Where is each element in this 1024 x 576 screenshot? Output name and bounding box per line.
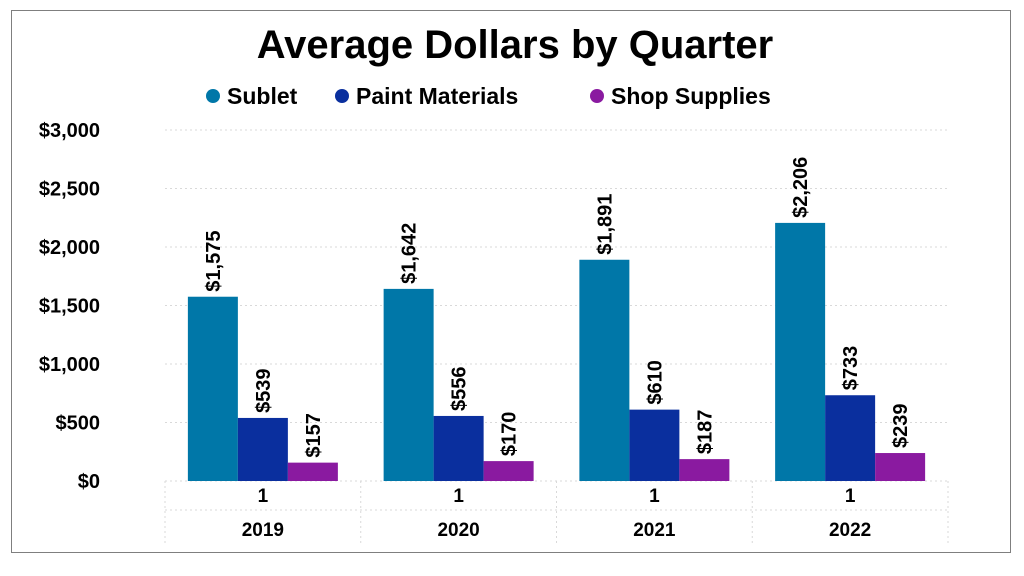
- bar-2022-2: [875, 453, 926, 481]
- x-subcategory-label-0: 1: [258, 486, 269, 507]
- bar-2022-1: [825, 395, 876, 481]
- legend: Sublet Paint Materials Shop Supplies: [206, 83, 771, 109]
- data-label-2021-2: $187: [694, 410, 716, 455]
- x-subcategory-label-3: 1: [845, 486, 856, 507]
- legend-marker-2: [590, 89, 604, 103]
- data-label-2019-1: $539: [253, 368, 275, 413]
- legend-label-0: Sublet: [227, 83, 298, 109]
- x-subcategory-label-1: 1: [453, 486, 464, 507]
- data-label-2019-0: $1,575: [203, 231, 225, 292]
- bar-2020-0: [383, 288, 434, 481]
- y-tick-label-1: $500: [56, 413, 101, 435]
- legend-label-2: Shop Supplies: [611, 83, 771, 109]
- x-category-label-1: 2020: [437, 520, 479, 541]
- legend-label-1: Paint Materials: [356, 83, 518, 109]
- data-label-2021-1: $610: [644, 360, 666, 405]
- bar-2022-0: [775, 222, 826, 481]
- y-axis: $0 $500 $1,000 $1,500 $2,000 $2,500 $3,000: [39, 120, 100, 493]
- bar-2020-2: [483, 461, 534, 481]
- bar-2021-1: [629, 409, 680, 481]
- x-category-label-0: 2019: [242, 520, 284, 541]
- data-label-2022-1: $733: [840, 346, 862, 391]
- x-category-label-2: 2021: [633, 520, 676, 541]
- y-tick-label-3: $1,500: [39, 296, 100, 318]
- data-label-2022-2: $239: [890, 404, 912, 449]
- bar-2021-2: [679, 459, 730, 481]
- y-tick-label-6: $3,000: [39, 120, 100, 142]
- data-label-2020-1: $556: [449, 366, 471, 411]
- bar-2020-1: [433, 415, 484, 481]
- y-tick-label-0: $0: [78, 471, 100, 493]
- bar-2019-1: [237, 417, 288, 481]
- x-subcategory-label-2: 1: [649, 486, 660, 507]
- data-labels: $1,575 $539 $157 $1,642 $556 $170 $1,891 $610 $1…: [203, 157, 912, 458]
- y-tick-label-4: $2,000: [39, 237, 100, 259]
- data-label-2020-0: $1,642: [399, 223, 421, 284]
- legend-marker-1: [335, 89, 349, 103]
- y-tick-label-2: $1,000: [39, 354, 100, 376]
- bar-2019-2: [287, 462, 338, 481]
- x-category-label-3: 2022: [829, 520, 871, 541]
- legend-marker-0: [206, 89, 220, 103]
- data-label-2020-2: $170: [499, 412, 521, 457]
- data-label-2022-0: $2,206: [790, 157, 812, 218]
- bar-2019-0: [187, 296, 238, 481]
- chart-title: Average Dollars by Quarter: [257, 23, 774, 67]
- x-axis: 1 2019 1 2020 1 2021 1 2022: [164, 481, 949, 545]
- bar-2021-0: [579, 259, 630, 481]
- bars: [187, 222, 926, 481]
- y-tick-label-5: $2,500: [39, 179, 100, 201]
- data-label-2021-0: $1,891: [594, 194, 616, 255]
- data-label-2019-2: $157: [303, 413, 325, 458]
